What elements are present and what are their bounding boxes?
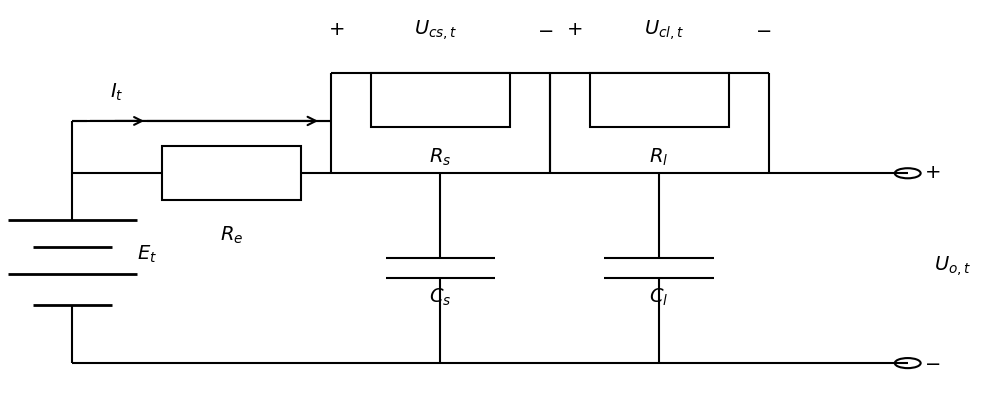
Text: $U_{o,t}$: $U_{o,t}$ xyxy=(934,254,971,278)
Text: $R_e$: $R_e$ xyxy=(220,224,243,246)
Bar xyxy=(590,73,729,127)
Text: $+$: $+$ xyxy=(566,21,583,39)
Text: $U_{cs,t}$: $U_{cs,t}$ xyxy=(414,18,457,42)
Text: $R_s$: $R_s$ xyxy=(429,147,452,169)
Bar xyxy=(371,73,510,127)
Text: $C_l$: $C_l$ xyxy=(649,286,669,308)
Bar xyxy=(162,146,301,200)
Text: $+$: $+$ xyxy=(924,164,941,182)
Text: $+$: $+$ xyxy=(328,21,344,39)
Text: $C_s$: $C_s$ xyxy=(429,286,452,308)
Text: $-$: $-$ xyxy=(924,354,941,372)
Text: $-$: $-$ xyxy=(755,21,772,39)
Text: $U_{cl,t}$: $U_{cl,t}$ xyxy=(644,18,684,42)
Text: $-$: $-$ xyxy=(537,21,553,39)
Text: $I_t$: $I_t$ xyxy=(110,81,124,103)
Text: $R_l$: $R_l$ xyxy=(649,147,669,169)
Text: $E_t$: $E_t$ xyxy=(137,244,157,265)
